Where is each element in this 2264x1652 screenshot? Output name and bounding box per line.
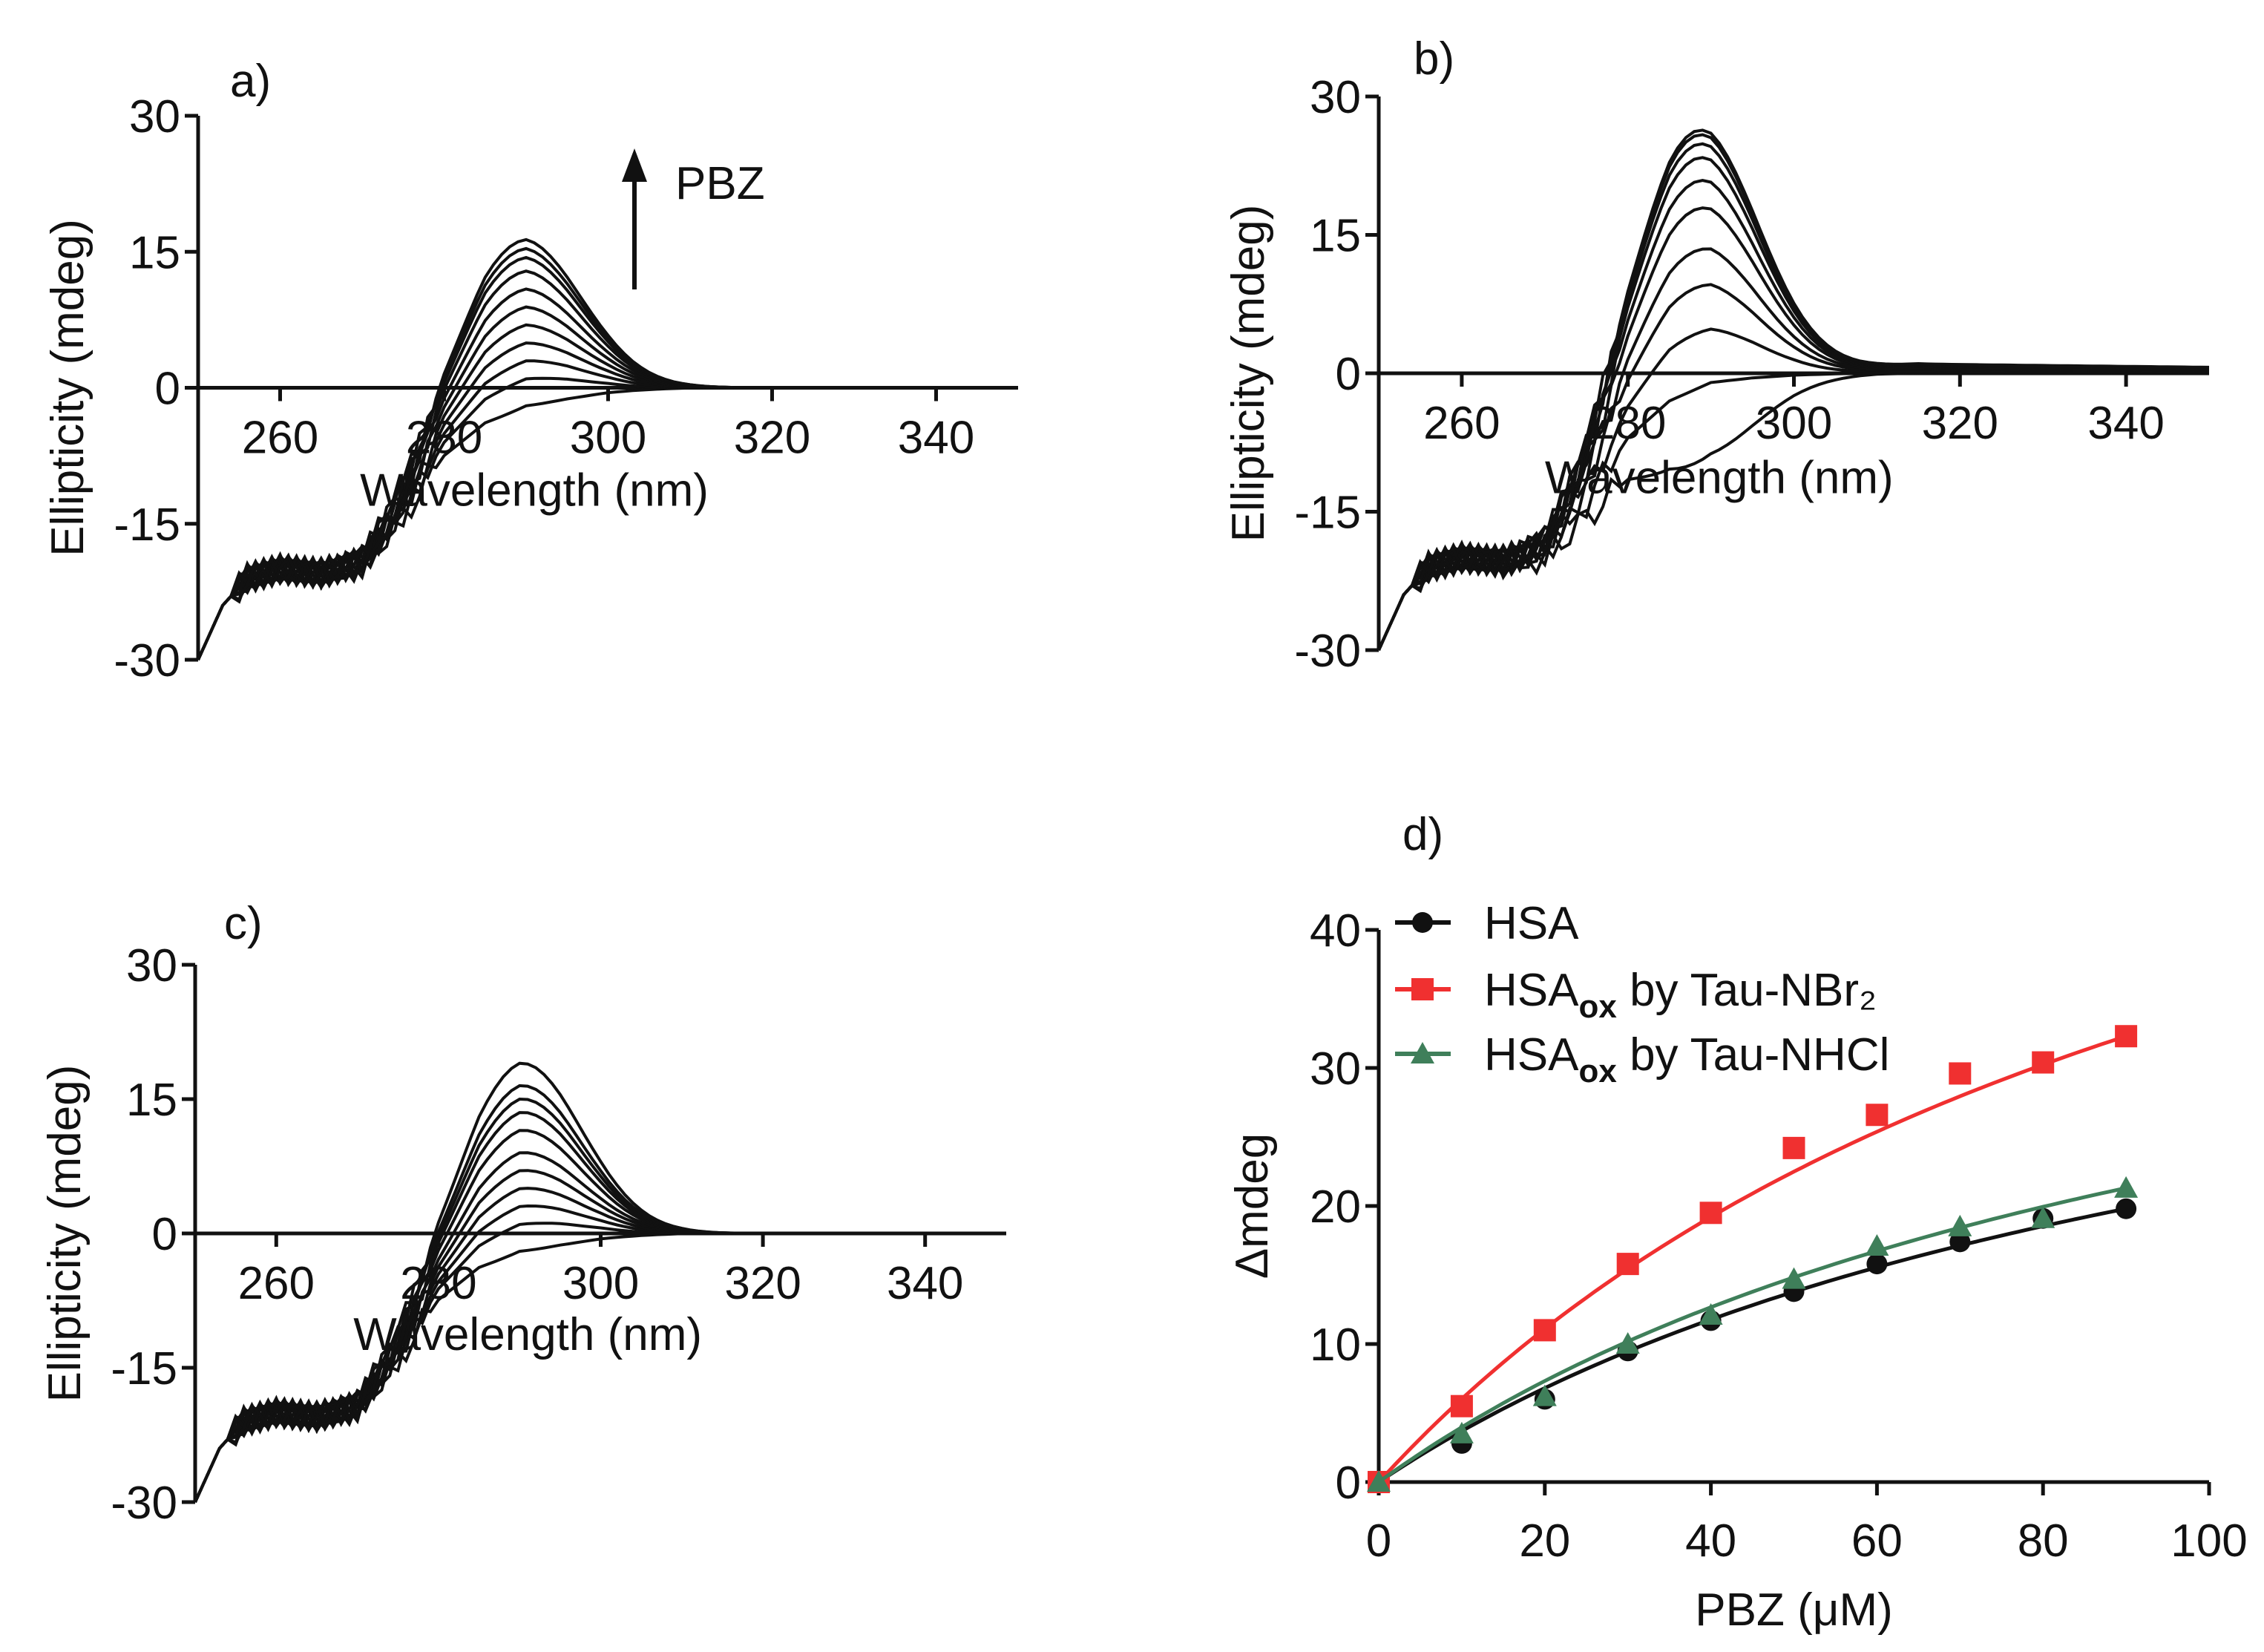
x-tick-label: 80	[2018, 1515, 2069, 1567]
y-tick-label: 30	[1310, 72, 1361, 123]
y-tick-label: -15	[1294, 488, 1361, 539]
y-axis-label: Ellipticity (mdeg)	[39, 1065, 91, 1403]
marker-circle	[1949, 1231, 1971, 1253]
marker-triangle	[1782, 1267, 1806, 1289]
y-tick-label: -30	[111, 1478, 177, 1529]
x-tick-label: 40	[1685, 1515, 1736, 1567]
y-axis-label: Ellipticity (mdeg)	[1223, 205, 1274, 543]
y-axis-label: Δmdeg	[1227, 1133, 1278, 1279]
pbz-annotation: PBZ	[675, 158, 765, 209]
legend-label: HSAox by Tau-NHCl	[1484, 1029, 1889, 1089]
marker-circle	[2116, 1198, 2137, 1219]
y-tick-label: 30	[126, 940, 177, 991]
series-2: HSAox by Tau-NHCl	[1367, 1029, 2139, 1492]
y-tick-label: 30	[1310, 1043, 1361, 1095]
x-tick-label: 320	[1922, 398, 1998, 449]
marker-square	[1533, 1319, 1556, 1342]
y-tick-label: 30	[129, 91, 180, 142]
y-tick-label: -30	[114, 635, 180, 686]
x-axis-label: PBZ (μM)	[1695, 1584, 1892, 1636]
marker-square	[1411, 978, 1434, 1000]
pbz-arrowhead-icon	[622, 148, 647, 182]
legend-label: HSAox by Tau-NBr₂	[1484, 965, 1877, 1025]
marker-square	[1616, 1253, 1639, 1276]
panel-label: b)	[1414, 33, 1454, 85]
y-axis-label: Ellipticity (mdeg)	[42, 219, 93, 557]
x-tick-label: 260	[1423, 398, 1500, 449]
marker-triangle	[2114, 1176, 2139, 1198]
legend-sub: ox	[1578, 989, 1617, 1025]
marker-square	[2032, 1051, 2055, 1074]
y-tick-label: 40	[1310, 905, 1361, 957]
x-tick-label: 100	[2171, 1515, 2247, 1567]
marker-triangle	[2031, 1206, 2055, 1228]
x-tick-label: 20	[1519, 1515, 1570, 1567]
marker-triangle	[1367, 1470, 1391, 1492]
marker-triangle	[1615, 1332, 1640, 1354]
marker-circle	[1866, 1253, 1888, 1275]
y-tick-label: 0	[1336, 1458, 1361, 1509]
x-tick-label: 320	[734, 413, 810, 464]
x-tick-label: 300	[570, 413, 646, 464]
marker-square	[2115, 1025, 2138, 1048]
y-tick-label: 0	[155, 364, 180, 415]
y-tick-label: 10	[1310, 1320, 1361, 1371]
y-tick-label: 0	[1336, 349, 1361, 400]
fit-line	[1377, 1207, 2127, 1484]
x-tick-label: 340	[2087, 398, 2164, 449]
legend-rest: by Tau-NBr₂	[1617, 965, 1877, 1016]
y-tick-label: 15	[129, 227, 180, 278]
x-tick-label: 320	[724, 1258, 801, 1309]
series-1: HSAox by Tau-NBr₂	[1368, 965, 2138, 1493]
x-tick-label: 0	[1366, 1515, 1391, 1567]
x-tick-label: 60	[1851, 1515, 1903, 1567]
legend-name: HSA	[1484, 898, 1579, 949]
x-tick-label: 300	[1756, 398, 1832, 449]
legend-sub: ox	[1578, 1053, 1617, 1089]
x-tick-label: 260	[242, 413, 318, 464]
x-tick-label: 300	[562, 1258, 639, 1309]
y-tick-label: 20	[1310, 1181, 1361, 1233]
marker-square	[1450, 1394, 1473, 1417]
marker-triangle	[1948, 1214, 1972, 1236]
legend-label: HSA	[1484, 898, 1579, 949]
fit-line	[1377, 1034, 2127, 1484]
legend-name: HSA	[1484, 1029, 1579, 1081]
marker-triangle	[1532, 1384, 1557, 1406]
x-tick-label: 260	[238, 1258, 315, 1309]
marker-square	[1782, 1136, 1805, 1159]
legend-name: HSA	[1484, 965, 1579, 1016]
y-tick-label: -30	[1294, 626, 1361, 677]
cd-curve	[194, 1061, 1006, 1503]
marker-square	[1699, 1202, 1722, 1225]
fit-line	[1377, 1186, 2127, 1484]
marker-triangle	[1411, 1042, 1434, 1063]
cd-curve	[197, 237, 1018, 661]
y-tick-label: -15	[114, 499, 180, 551]
marker-circle	[1412, 912, 1433, 933]
panel-label: a)	[230, 56, 271, 107]
marker-square	[1949, 1062, 1972, 1085]
panel-label: c)	[224, 898, 263, 949]
marker-triangle	[1865, 1233, 1889, 1256]
y-tick-label: 15	[1310, 211, 1361, 262]
cd-curve	[1377, 128, 2210, 651]
y-tick-label: 0	[152, 1209, 177, 1260]
y-tick-label: -15	[111, 1343, 177, 1394]
panel-label: d)	[1402, 809, 1443, 860]
x-axis-label: Wavelength (nm)	[1545, 453, 1894, 504]
marker-triangle	[1699, 1302, 1723, 1325]
marker-square	[1866, 1104, 1889, 1127]
marker-triangle	[1449, 1421, 1474, 1443]
y-tick-label: 15	[126, 1075, 177, 1126]
legend-rest: by Tau-NHCl	[1617, 1029, 1890, 1081]
x-tick-label: 340	[887, 1258, 963, 1309]
x-tick-label: 340	[898, 413, 974, 464]
